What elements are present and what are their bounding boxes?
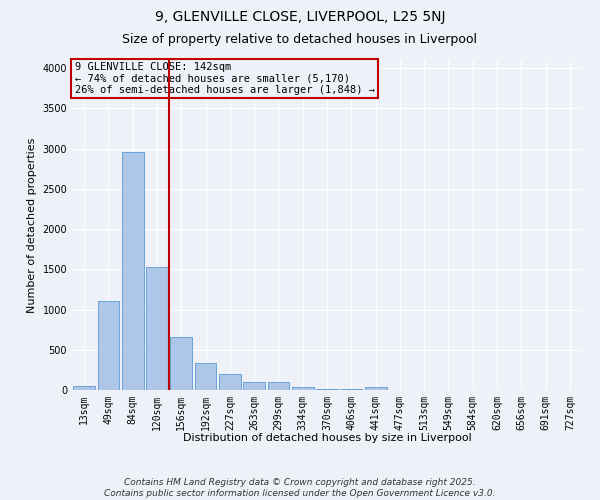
Bar <box>219 374 241 390</box>
Text: Contains HM Land Registry data © Crown copyright and database right 2025.
Contai: Contains HM Land Registry data © Crown c… <box>104 478 496 498</box>
Bar <box>340 389 362 390</box>
Text: 9, GLENVILLE CLOSE, LIVERPOOL, L25 5NJ: 9, GLENVILLE CLOSE, LIVERPOOL, L25 5NJ <box>155 10 445 24</box>
Bar <box>146 267 168 390</box>
Bar <box>97 300 119 390</box>
Bar <box>122 152 143 390</box>
Text: 9 GLENVILLE CLOSE: 142sqm
← 74% of detached houses are smaller (5,170)
26% of se: 9 GLENVILLE CLOSE: 142sqm ← 74% of detac… <box>74 62 374 95</box>
Bar <box>170 338 192 390</box>
Bar <box>243 382 265 390</box>
Bar <box>73 386 95 390</box>
Text: Size of property relative to detached houses in Liverpool: Size of property relative to detached ho… <box>122 32 478 46</box>
Bar <box>316 389 338 390</box>
X-axis label: Distribution of detached houses by size in Liverpool: Distribution of detached houses by size … <box>182 433 472 443</box>
Bar <box>194 362 217 390</box>
Bar <box>268 382 289 390</box>
Bar <box>365 387 386 390</box>
Y-axis label: Number of detached properties: Number of detached properties <box>27 138 37 312</box>
Bar <box>292 387 314 390</box>
